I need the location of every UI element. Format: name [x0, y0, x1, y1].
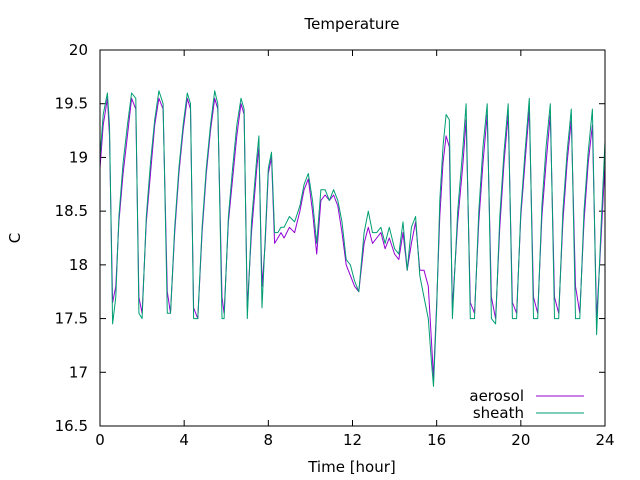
y-tick-label: 20 — [69, 41, 88, 59]
axis-ticks: 0 4 8 12 16 20 24 16.5 17 17.5 18 18.5 19 19.5 20 — [55, 41, 615, 449]
x-tick-label: 16 — [427, 431, 446, 449]
x-tick-label: 12 — [343, 431, 362, 449]
x-tick-label: 24 — [595, 431, 614, 449]
legend-label-aerosol: aerosol — [469, 387, 524, 405]
series-line-sheath — [99, 90, 606, 387]
y-tick-label: 19.5 — [55, 95, 88, 113]
y-tick-label: 18.5 — [55, 202, 88, 220]
y-axis-label: C — [6, 233, 24, 243]
y-tick-label: 19 — [69, 148, 88, 166]
y-tick-label: 17 — [69, 363, 88, 381]
series-layer — [99, 90, 606, 387]
legend-label-sheath: sheath — [473, 404, 524, 422]
x-tick-label: 0 — [95, 431, 105, 449]
y-tick-label: 18 — [69, 256, 88, 274]
x-tick-label: 20 — [511, 431, 530, 449]
y-tick-label: 16.5 — [55, 417, 88, 435]
x-axis-label: Time [hour] — [307, 458, 396, 476]
series-line-aerosol — [99, 97, 606, 379]
x-tick-label: 8 — [264, 431, 274, 449]
y-tick-label: 17.5 — [55, 310, 88, 328]
chart-title: Temperature — [303, 15, 399, 33]
plot-frame — [99, 49, 606, 427]
x-tick-label: 4 — [179, 431, 189, 449]
